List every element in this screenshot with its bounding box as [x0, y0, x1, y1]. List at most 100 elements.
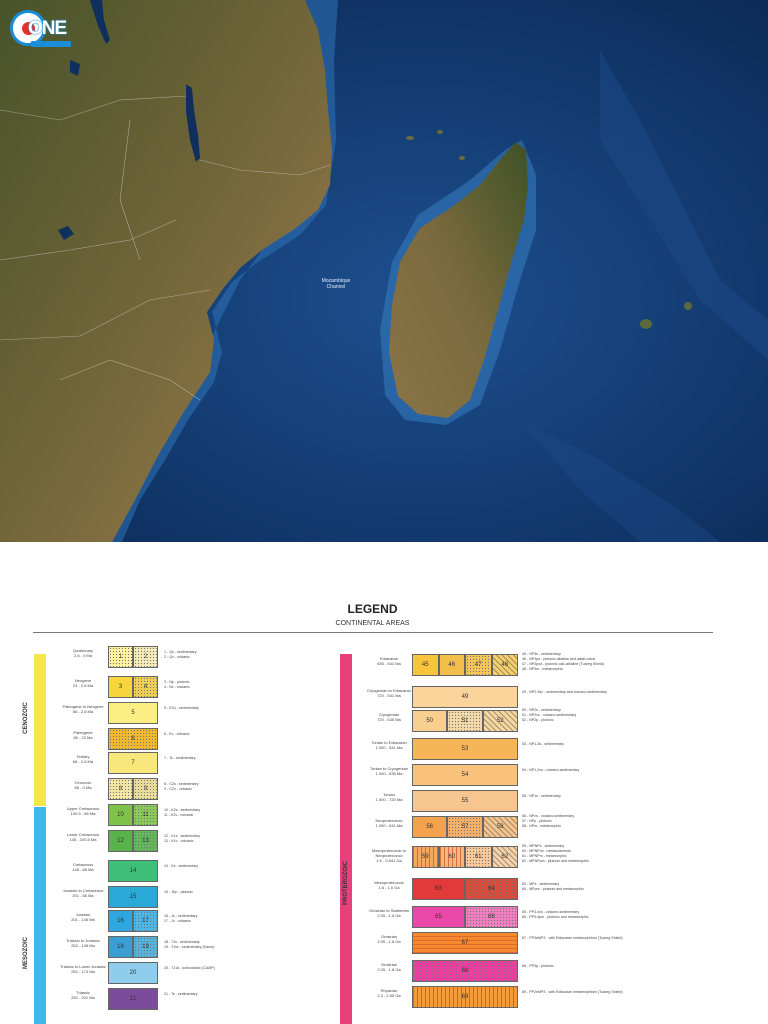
period-name: Tonian to Cryogenian [370, 766, 408, 771]
unit-description: 14 - Ks - sedimentary [164, 864, 199, 868]
geologic-unit-swatch: 46 [438, 654, 465, 676]
legend-divider [33, 632, 713, 633]
unit-description: 19 - TJsv - sedimentary (Karoo) [164, 945, 215, 949]
period-age: 1 000 - 541 Ma [375, 823, 403, 828]
period-name: Triassic to Lower Jurassic [60, 964, 106, 969]
cenozoic-era-label: CENOZOIC [23, 702, 29, 734]
unit-description: 52 - NP2p - plutonic [522, 718, 554, 722]
geologic-unit-swatch: 52 [482, 710, 518, 732]
unit-description: 5 - ECs - sedimentary [164, 706, 199, 710]
unit-description: 12 - K1s - sedimentary [164, 834, 201, 838]
geologic-unit-swatch: 54 [412, 764, 518, 786]
unit-period-label: Mesoproterozoic to Neoproterozoic 1.6 - 0… [364, 848, 414, 863]
period-age: 1 000 - 541 Ma [375, 745, 403, 750]
unit-period-label: Triassic to Lower Jurassic 252 - 174 Ma [58, 964, 108, 974]
unit-description: 64 - MPpm - plutonic and metamorphic [522, 887, 584, 891]
unit-description: 51 - NP2vs - volcano-sedimentary [522, 713, 577, 717]
unit-description: 49 - NP2-3sv - sedimentary and volcano-s… [522, 690, 607, 694]
geologic-unit-swatch: 17 [133, 910, 158, 932]
geologic-unit-swatch: 45 [412, 654, 439, 676]
unit-description: 67 - PP3eMP3 - with Ediacaran metamorphi… [522, 936, 623, 940]
satellite-map: ONE Mozambique Channel [0, 0, 768, 542]
period-age: 2.05 - 1.8 Ga [377, 967, 401, 972]
africa-landmass [0, 0, 332, 542]
period-name: Cryogenian to Ediacaran [366, 688, 412, 693]
unit-description: 68 - PP3p - plutonic [522, 964, 554, 968]
seafloor-ridge [520, 420, 720, 542]
unit-description: 60 - MPNPmi - metasediments [522, 849, 571, 853]
unit-description: 65 - PP3-4vs - volcano-sedimentary [522, 910, 580, 914]
period-age: 201 - 66 Ma [72, 893, 94, 898]
period-name: Orosirian [380, 962, 398, 967]
comoros-island [406, 136, 414, 140]
unit-period-label: Lower Cretaceous 145 - 100.5 Ma [58, 832, 108, 842]
unit-description: 54 - NP1-2vs - volcano-sedimentary [522, 768, 580, 772]
period-age: 635 - 541 Ma [377, 661, 401, 666]
geologic-unit-swatch: 11 [133, 804, 158, 826]
period-name: Orosirian [380, 934, 398, 939]
unit-description: 57 - NPp - plutonic [522, 819, 552, 823]
period-name: Jurassic to Cretaceous [62, 888, 104, 893]
logo-underline [31, 41, 71, 47]
period-name: Cretaceous [72, 862, 94, 867]
period-name: Mesoproterozoic [374, 880, 404, 885]
unit-description: 69 - PP2eMP3 - with Ediacaran metamorphi… [522, 990, 623, 994]
unit-description: 53 - NP1-3s - sedimentary [522, 742, 564, 746]
unit-period-label: Neoproterozoic 1 000 - 541 Ma [364, 818, 414, 828]
geologic-unit-swatch: 63 [412, 878, 465, 900]
period-age: 201 - 145 Ma [71, 917, 95, 922]
period-age: 145 - 100.5 Ma [69, 837, 97, 842]
lake-mweru [70, 60, 80, 76]
geologic-unit-swatch: 7 [108, 752, 158, 774]
unit-period-label: Mesoproterozoic 1.6 - 1.0 Ga [364, 880, 414, 890]
geologic-unit-swatch: 62 [491, 846, 518, 868]
unit-description: 59 - MPNPs - sedimentary [522, 844, 565, 848]
unit-description: 8 - CZs - sedimentary [164, 782, 199, 786]
period-age: 100.5 - 66 Ma [70, 811, 96, 816]
geologic-unit-swatch: 69 [412, 986, 518, 1008]
proterozoic-era-bar [340, 654, 352, 1024]
unit-description: 17 - Jv - volcanic [164, 919, 191, 923]
unit-description: 50 - NP2s - sedimentary [522, 708, 561, 712]
geologic-unit-swatch: 10 [108, 804, 133, 826]
unit-description: 62 - MPNPpm - plutonic and metamorphic [522, 859, 589, 863]
unit-period-label: Cenozoic 66 - 0 Ma [58, 780, 108, 790]
geologic-unit-swatch: 64 [465, 878, 518, 900]
period-name: Quaternary [72, 648, 93, 653]
unit-description: 58 - NPm - metamorphic [522, 824, 562, 828]
legend-title: LEGEND [347, 602, 398, 616]
reunion-island [640, 319, 652, 329]
geologic-unit-swatch: 19 [133, 936, 158, 958]
geologic-unit-swatch: 53 [412, 738, 518, 760]
unit-period-label: Tonian to Cryogenian 1 000 - 635 Ma [364, 766, 414, 776]
period-name: Rhyacian [380, 988, 398, 993]
logo-ring [10, 10, 46, 46]
unit-description: 4 - Nv - volcanic [164, 685, 190, 689]
period-name: Upper Cretaceous [66, 806, 100, 811]
unit-description: 3 - Np - plutonic [164, 680, 190, 684]
geologic-unit-swatch: 58 [482, 816, 518, 838]
mesozoic-era-label: MESOZOIC [23, 937, 29, 970]
geologic-unit-swatch: 15 [108, 886, 158, 908]
unit-description: 2 - Qv - volcanic [164, 655, 190, 659]
unit-period-label: Triassic to Jurassic 252 - 145 Ma [58, 938, 108, 948]
period-name: Cryogenian [378, 712, 400, 717]
mozambique-channel-label: Mozambique Channel [321, 278, 351, 290]
unit-period-label: Triassic 252 - 201 Ma [58, 990, 108, 1000]
unit-period-label: Rhyacian 2.3 - 2.05 Ga [364, 988, 414, 998]
seafloor-ridge [600, 50, 768, 360]
geologic-unit-swatch: 16 [108, 910, 133, 932]
geologic-unit-swatch: 56 [412, 816, 448, 838]
geologic-unit-swatch: 48 [491, 654, 518, 676]
unit-period-label: Upper Cretaceous 100.5 - 66 Ma [58, 806, 108, 816]
unit-description: 15 - JKp - plutonic [164, 890, 193, 894]
lake-tanganyika [90, 0, 110, 44]
period-age: 1 000 - 720 Ma [375, 797, 403, 802]
unit-description: 61 - MPNPm - metamorphic [522, 854, 567, 858]
period-age: 720 - 541 Ma [377, 693, 401, 698]
period-age: 2.3 - 2.05 Ga [377, 993, 401, 998]
period-name: Tonian to Ediacaran [371, 740, 407, 745]
geologic-unit-swatch: 13 [133, 830, 158, 852]
mayotte-island [459, 156, 465, 160]
period-age: 2.05 - 1.6 Ga [377, 913, 401, 918]
